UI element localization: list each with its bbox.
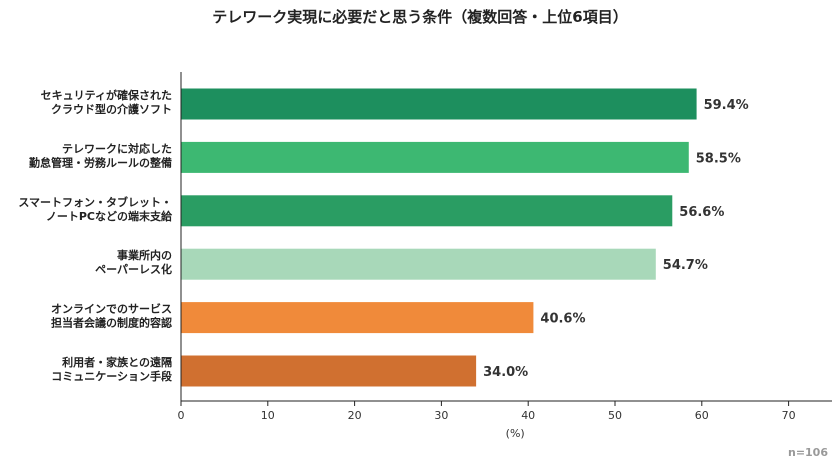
value-label-3: 56.6% (679, 205, 724, 220)
chart-title: テレワーク実現に必要だと思う条件（複数回答・上位6項目） (212, 8, 628, 26)
value-label-6: 34.0% (483, 365, 528, 380)
category-label-2: テレワークに対応した勤怠管理・労務ルールの整備 (29, 141, 172, 169)
x-tick-label-30: 30 (434, 409, 448, 422)
x-tick-label-60: 60 (695, 409, 709, 422)
value-label-5: 40.6% (540, 312, 585, 327)
bar-5 (181, 302, 534, 334)
x-axis-title: (%) (506, 427, 525, 440)
x-tick-label-70: 70 (782, 409, 796, 422)
value-label-4: 54.7% (663, 258, 708, 273)
value-label-2: 58.5% (696, 151, 741, 166)
bar-4 (181, 248, 656, 280)
value-label-1: 59.4% (704, 98, 749, 113)
category-label-3: スマートフォン・タブレット・ノートPCなどの端末支給 (18, 195, 173, 223)
x-tick-label-50: 50 (608, 409, 622, 422)
sample-size-note: n=106 (787, 446, 828, 459)
x-tick-label-40: 40 (521, 409, 535, 422)
bar-2 (181, 141, 689, 173)
x-tick-label-20: 20 (348, 409, 362, 422)
x-tick-label-10: 10 (261, 409, 275, 422)
category-label-4: 事業所内のペーパーレス化 (95, 248, 172, 276)
bar-3 (181, 195, 673, 227)
category-label-1: セキュリティが確保されたクラウド型の介護ソフト (41, 88, 172, 116)
category-label-5: オンラインでのサービス担当者会議の制度的容認 (51, 302, 172, 330)
bar-6 (181, 355, 477, 387)
x-tick-label-0: 0 (178, 409, 185, 422)
category-label-6: 利用者・家族との遠隔コミュニケーション手段 (51, 355, 172, 383)
bar-1 (181, 88, 697, 120)
